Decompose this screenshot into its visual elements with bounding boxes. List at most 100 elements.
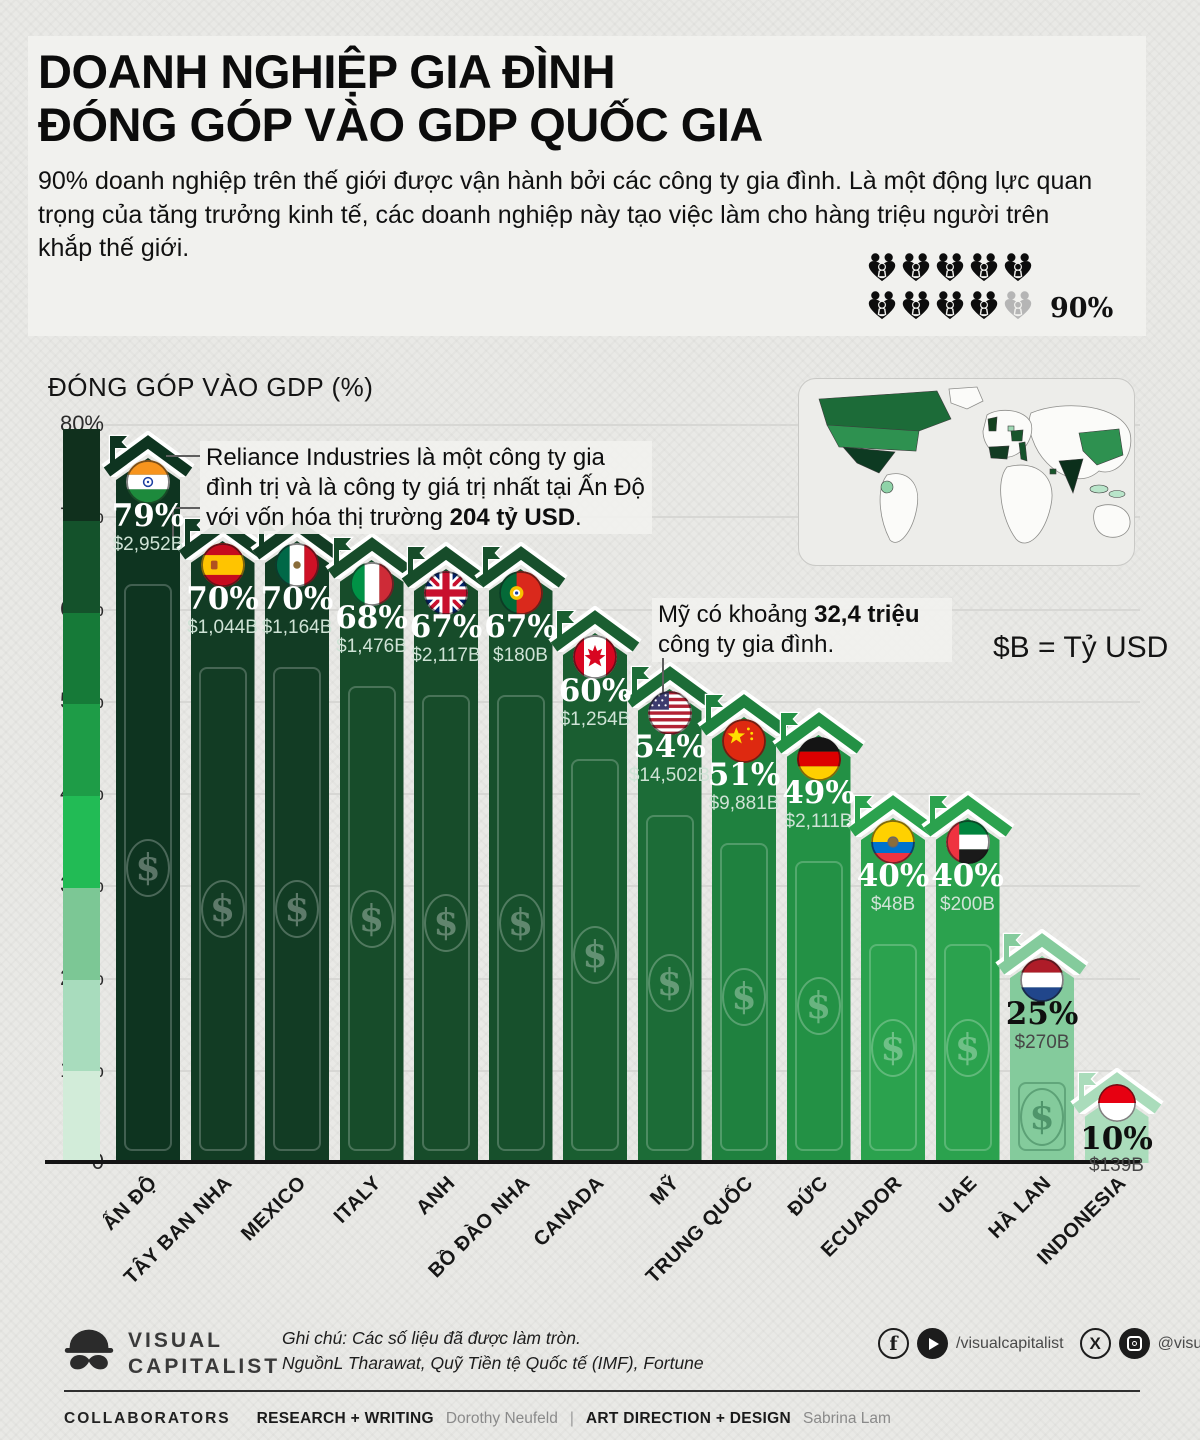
bar-percent-label: 49% (782, 775, 855, 811)
gridline (100, 608, 1140, 611)
flag-icon-netherlands (1020, 958, 1064, 1002)
dollar-coin-icon: $ (424, 894, 468, 952)
bar-ấn-độ: 79% $2,952B $ (101, 430, 195, 1163)
annotation-reliance-bold: 204 tỷ USD (449, 503, 576, 531)
bar-roof-icon (473, 541, 569, 593)
flag-icon-uk (424, 571, 468, 615)
social-handle-instagram[interactable]: @visualcap (1157, 1334, 1200, 1352)
bar-mỹ: 54% $14,502B $ (622, 661, 717, 1163)
visual-capitalist-logo-icon[interactable] (58, 1318, 120, 1385)
dollar-bill-motif: $ (1018, 1082, 1066, 1151)
flag-icon-mexico (275, 543, 319, 587)
page-title-line1: DOANH NGHIỆP GIA ĐÌNH (38, 45, 616, 98)
flag-icon-usa (647, 691, 692, 735)
flag-icon-india (126, 460, 170, 504)
dollar-coin-icon: $ (573, 926, 617, 984)
bar-percent-label: 67% (484, 609, 557, 645)
bar-đức: 49% $2,111B $ (771, 707, 866, 1163)
bar-percent-label: 68% (335, 600, 408, 636)
bar-body (935, 818, 1000, 1163)
x-twitter-icon[interactable]: X (1079, 1328, 1111, 1359)
youtube-icon[interactable] (917, 1328, 948, 1359)
x-axis-label: ĐỨC (783, 1172, 833, 1221)
source-note: Ghi chú: Các số liệu đã được làm tròn. N… (282, 1328, 704, 1374)
bar-percent-label: 67% (409, 609, 483, 645)
credit-research-name: Dorothy Neufeld (445, 1410, 558, 1427)
colorbar-segment (63, 429, 100, 521)
colorbar-segment (63, 1071, 100, 1163)
dollar-coin-icon: $ (796, 977, 841, 1035)
x-axis-label: INDONESIA (1032, 1172, 1131, 1270)
dollar-bill-motif: $ (496, 695, 545, 1151)
bar-roof-icon (845, 790, 941, 842)
chart-axis-title: ĐÓNG GÓP VÀO GDP (%) (48, 372, 374, 402)
bar-plot-area: 79% $2,952B $ 70% $1,044B $ 70% $1,164B $ 68% $… (0, 425, 1200, 1176)
bar-body (488, 569, 553, 1163)
visual-capitalist-wordmark: VISUAL CAPITALIST (128, 1329, 281, 1379)
bar-percent-label: 40% (931, 858, 1004, 894)
family-icon (934, 288, 968, 326)
bar-anh: 67% $2,117B $ (399, 541, 493, 1163)
bar-hà-lan: 25% $270B $ (995, 928, 1089, 1163)
family-icon (900, 288, 934, 326)
bar-body (861, 818, 925, 1163)
footer-divider (64, 1390, 1140, 1392)
bar-percent-label: 25% (1005, 996, 1079, 1032)
facebook-icon[interactable]: f (878, 1328, 909, 1359)
unit-legend: $B = Tỷ USD (993, 631, 1169, 664)
bar-percent-label: 70% (260, 581, 334, 617)
dollar-coin-icon: $ (871, 1018, 915, 1077)
annotation-connector-line (166, 455, 200, 457)
family-pictogram: 90% (866, 250, 1113, 326)
dollar-coin-icon: $ (945, 1018, 990, 1077)
x-axis-label: MEXICO (237, 1172, 311, 1246)
dollar-bill-motif: $ (794, 861, 843, 1151)
gridline (100, 424, 1140, 426)
annotation-reliance: Reliance Industries là một công ty gia đ… (200, 441, 652, 535)
bar-ecuador: 40% $48B $ (846, 790, 940, 1163)
bar-value-label: $270B (1014, 1032, 1070, 1053)
flag-icon-ecuador (871, 820, 915, 864)
annotation-usa-connector (662, 658, 664, 700)
bar-value-label: $2,952B (112, 534, 184, 555)
dollar-bill-motif: $ (645, 815, 694, 1151)
dollar-bill-motif: $ (943, 944, 992, 1151)
dollar-coin-icon: $ (200, 880, 245, 938)
bar-value-label: $180B (493, 645, 548, 666)
bar-trung-quốc: 51% $9,881B $ (697, 689, 791, 1163)
bar-percent-label: 79% (111, 498, 185, 534)
bar-mexico: 70% $1,164B $ (250, 513, 344, 1163)
dollar-bill-motif: $ (124, 584, 172, 1151)
family-icon (968, 288, 1002, 326)
annotation-reliance-text: Reliance Industries là một công ty gia đ… (206, 444, 645, 531)
social-handle-fb-yt[interactable]: /visualcapitalist (956, 1334, 1064, 1352)
credit-research-label: RESEARCH + WRITING (256, 1410, 434, 1427)
flag-icon-canada (573, 635, 617, 679)
flag-icon-china (722, 719, 766, 763)
dollar-bill-motif: $ (869, 944, 917, 1151)
x-axis-label: ITALY (329, 1172, 386, 1228)
world-map-card (798, 378, 1135, 566)
header-panel: DOANH NGHIỆP GIA ĐÌNH ĐÓNG GÓP VÀO GDP Q… (28, 36, 1146, 336)
bar-percent-label: 10% (1080, 1121, 1153, 1157)
flag-icon-germany (796, 737, 841, 781)
bar-roof-icon (920, 790, 1016, 842)
instagram-icon[interactable] (1118, 1328, 1150, 1359)
x-axis-label: ANH (412, 1172, 460, 1220)
bar-value-label: $1,476B (336, 636, 407, 657)
dollar-coin-icon: $ (349, 889, 394, 948)
dollar-coin-icon: $ (498, 894, 543, 952)
bar-value-label: $1,164B (261, 617, 333, 638)
flag-icon-indonesia (1097, 1084, 1136, 1122)
family-icon (1002, 250, 1036, 288)
bar-value-label: $14,502B (628, 765, 711, 786)
bar-body (116, 458, 180, 1163)
color-scale-bar (63, 429, 100, 1163)
dollar-coin-icon: $ (126, 838, 170, 897)
colorbar-segment (63, 520, 100, 613)
bar-roof-icon (100, 430, 196, 482)
bar-roof-icon (696, 689, 792, 741)
dollar-bill-motif: $ (571, 759, 619, 1151)
bar-uae: 40% $200B $ (920, 790, 1015, 1163)
